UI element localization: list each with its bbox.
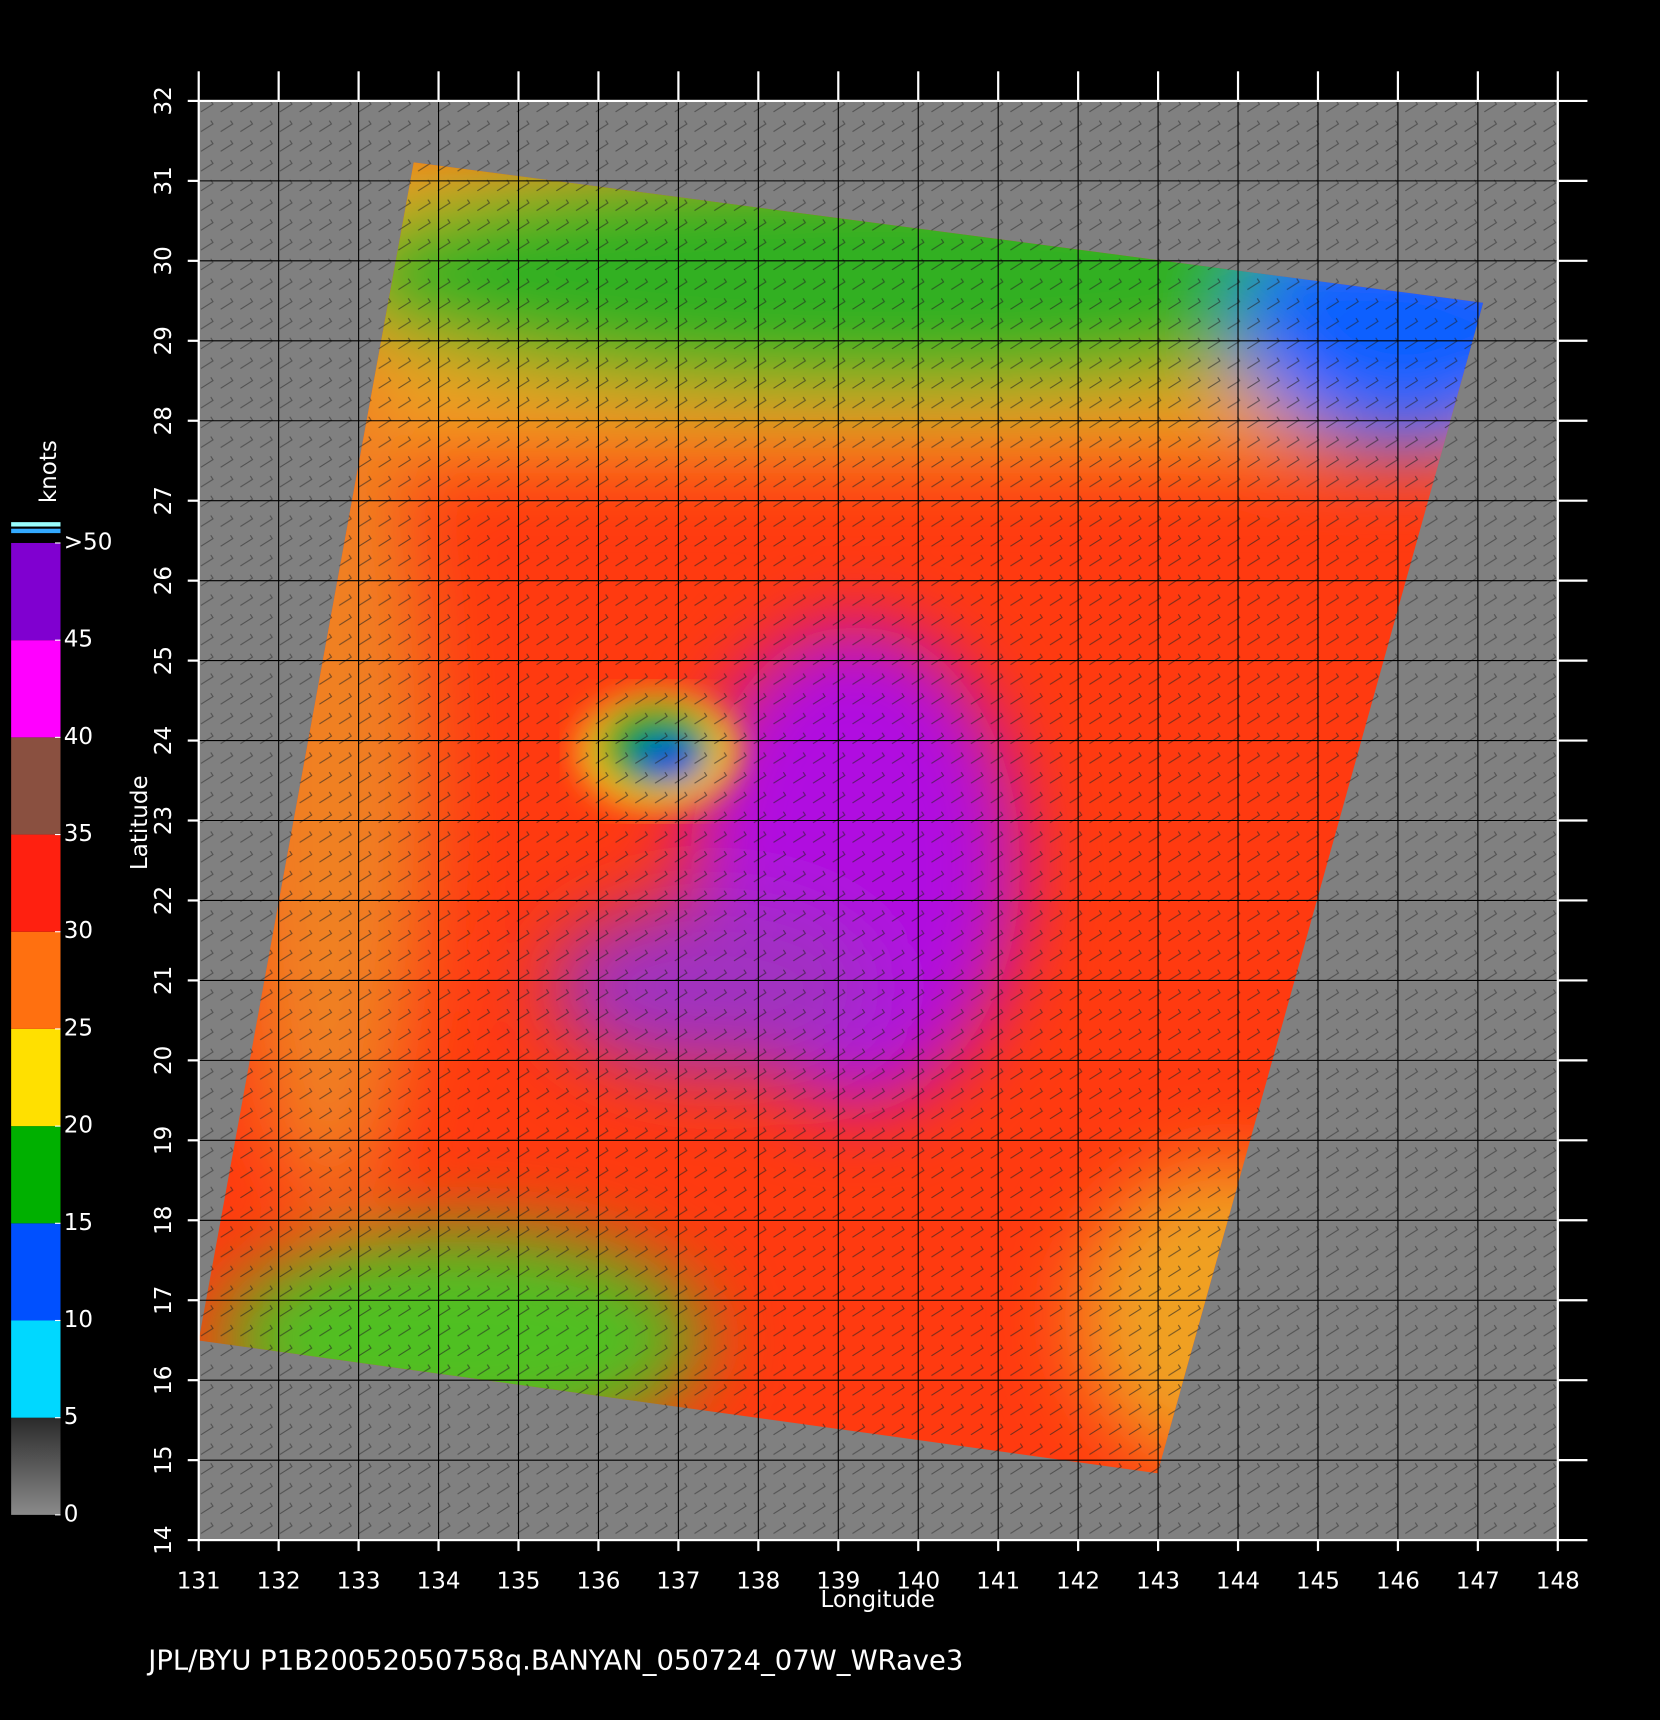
x-tick-label: 143 (1136, 1568, 1180, 1594)
color-band (11, 737, 61, 835)
colorbar-decoration (11, 522, 61, 534)
colorbar-label: 5 (64, 1404, 79, 1430)
y-tick-label: 16 (151, 1366, 177, 1395)
x-tick-label: 142 (1056, 1568, 1100, 1594)
y-tick-label: 22 (151, 886, 177, 915)
color-band (11, 1223, 61, 1321)
y-tick-label: 21 (151, 966, 177, 995)
colorbar-label: 10 (64, 1307, 93, 1333)
colorbar-label: 20 (64, 1113, 93, 1139)
y-tick-label: 23 (151, 806, 177, 835)
y-tick-label: 31 (151, 166, 177, 195)
y-tick-label: 27 (151, 486, 177, 515)
x-tick-label: 133 (337, 1568, 381, 1594)
y-tick-label: 26 (151, 566, 177, 595)
x-tick-label: 135 (497, 1568, 541, 1594)
x-tick-label: 146 (1376, 1568, 1420, 1594)
colorbar-label: 40 (64, 724, 93, 750)
colorbar-label: 15 (64, 1210, 93, 1236)
colorbar-title: knots (36, 440, 62, 503)
x-tick-label: 137 (656, 1568, 700, 1594)
x-tick-label: 131 (177, 1568, 221, 1594)
y-tick-label: 20 (151, 1046, 177, 1075)
color-band (11, 1126, 61, 1224)
y-tick-label: 32 (151, 86, 177, 115)
color-band (11, 834, 61, 932)
color-band (11, 542, 61, 641)
x-tick-label: 134 (417, 1568, 461, 1594)
y-tick-label: 24 (151, 726, 177, 755)
y-tick-label: 30 (151, 246, 177, 275)
x-tick-label: 138 (736, 1568, 780, 1594)
y-tick-label: 28 (151, 406, 177, 435)
footer: JPL/BYU P1B20052050758q.BANYAN_050724_07… (146, 1645, 963, 1676)
colorbar-label: 30 (64, 918, 93, 944)
x-tick-label: 147 (1456, 1568, 1500, 1594)
x-tick-label: 148 (1536, 1568, 1580, 1594)
x-tick-label: 145 (1296, 1568, 1340, 1594)
y-tick-label: 29 (151, 326, 177, 355)
color-band (11, 640, 61, 738)
x-tick-label: 144 (1216, 1568, 1260, 1594)
x-axis-label: Longitude (820, 1587, 934, 1613)
color-band (11, 1028, 61, 1127)
colorbar-label: 35 (64, 821, 93, 847)
color-band (11, 931, 61, 1029)
y-axis-label: Latitude (127, 775, 153, 870)
y-tick-label: 17 (151, 1286, 177, 1315)
y-tick-label: 25 (151, 646, 177, 675)
x-tick-label: 141 (976, 1568, 1020, 1594)
y-tick-label: 14 (151, 1525, 177, 1554)
x-tick-label: 132 (257, 1568, 301, 1594)
wind-swath (198, 162, 1484, 1474)
y-tick-label: 15 (151, 1445, 177, 1474)
x-tick-label: 140 (896, 1568, 940, 1594)
x-tick-label: 136 (576, 1568, 620, 1594)
colorbar-label: 25 (64, 1015, 93, 1041)
color-band (11, 1320, 61, 1418)
x-tick-label: 139 (816, 1568, 860, 1594)
plot-frame (197, 99, 1559, 1542)
color-band (11, 1417, 61, 1515)
colorbar-label: >50 (64, 529, 113, 555)
y-tick-label: 18 (151, 1206, 177, 1235)
colorbar-label: 0 (64, 1501, 79, 1527)
colorbar-label: 45 (64, 627, 93, 653)
y-tick-label: 19 (151, 1126, 177, 1155)
